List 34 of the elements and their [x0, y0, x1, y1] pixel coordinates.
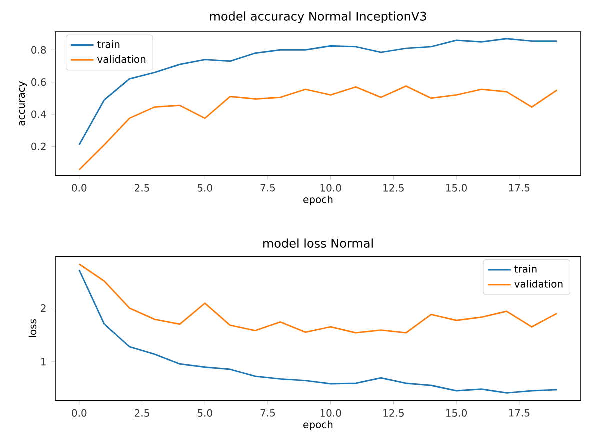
- x-tick-label: 12.5: [384, 184, 404, 192]
- line-series: [78, 38, 558, 146]
- x-tick-label: 17.5: [509, 184, 530, 192]
- x-tick-label: 10.0: [320, 184, 342, 192]
- x-tick-label: 7.5: [260, 409, 276, 417]
- x-tick-label: 0.0: [72, 409, 87, 417]
- x-tick-label: 17.5: [509, 409, 530, 417]
- x-tick-label: 2.5: [135, 409, 150, 417]
- chart-title: model loss Normal: [264, 238, 373, 248]
- line-series: [78, 86, 558, 171]
- x-tick-label: 0.0: [72, 184, 87, 192]
- x-tick-label: 15.0: [446, 184, 467, 192]
- x-tick-label: 5.0: [198, 184, 212, 192]
- y-tick-label: 0.2: [32, 142, 46, 150]
- y-tick-label: 1: [42, 358, 46, 366]
- x-axis-title: epoch: [304, 196, 333, 206]
- x-tick-label: 15.0: [446, 409, 467, 417]
- y-axis-title: accuracy: [19, 82, 28, 126]
- legend-label: validation: [514, 280, 563, 288]
- x-tick-label: 10.0: [320, 409, 342, 417]
- x-tick-label: 2.5: [135, 184, 150, 192]
- x-axis-title: epoch: [304, 420, 333, 430]
- legend-label: train: [97, 40, 120, 48]
- legend-label: train: [514, 265, 537, 273]
- x-tick-label: 5.0: [198, 409, 212, 417]
- y-axis-title: loss: [28, 320, 37, 338]
- legend-label: validation: [97, 55, 146, 64]
- chart-title: model accuracy Normal InceptionV3: [210, 12, 426, 24]
- y-tick-label: 0.8: [32, 46, 46, 54]
- y-tick-label: 0.4: [32, 110, 46, 118]
- y-tick-label: 2: [41, 304, 46, 312]
- y-tick-label: 0.6: [32, 78, 46, 86]
- x-tick-label: 12.5: [384, 409, 404, 417]
- x-tick-label: 7.5: [260, 184, 276, 192]
